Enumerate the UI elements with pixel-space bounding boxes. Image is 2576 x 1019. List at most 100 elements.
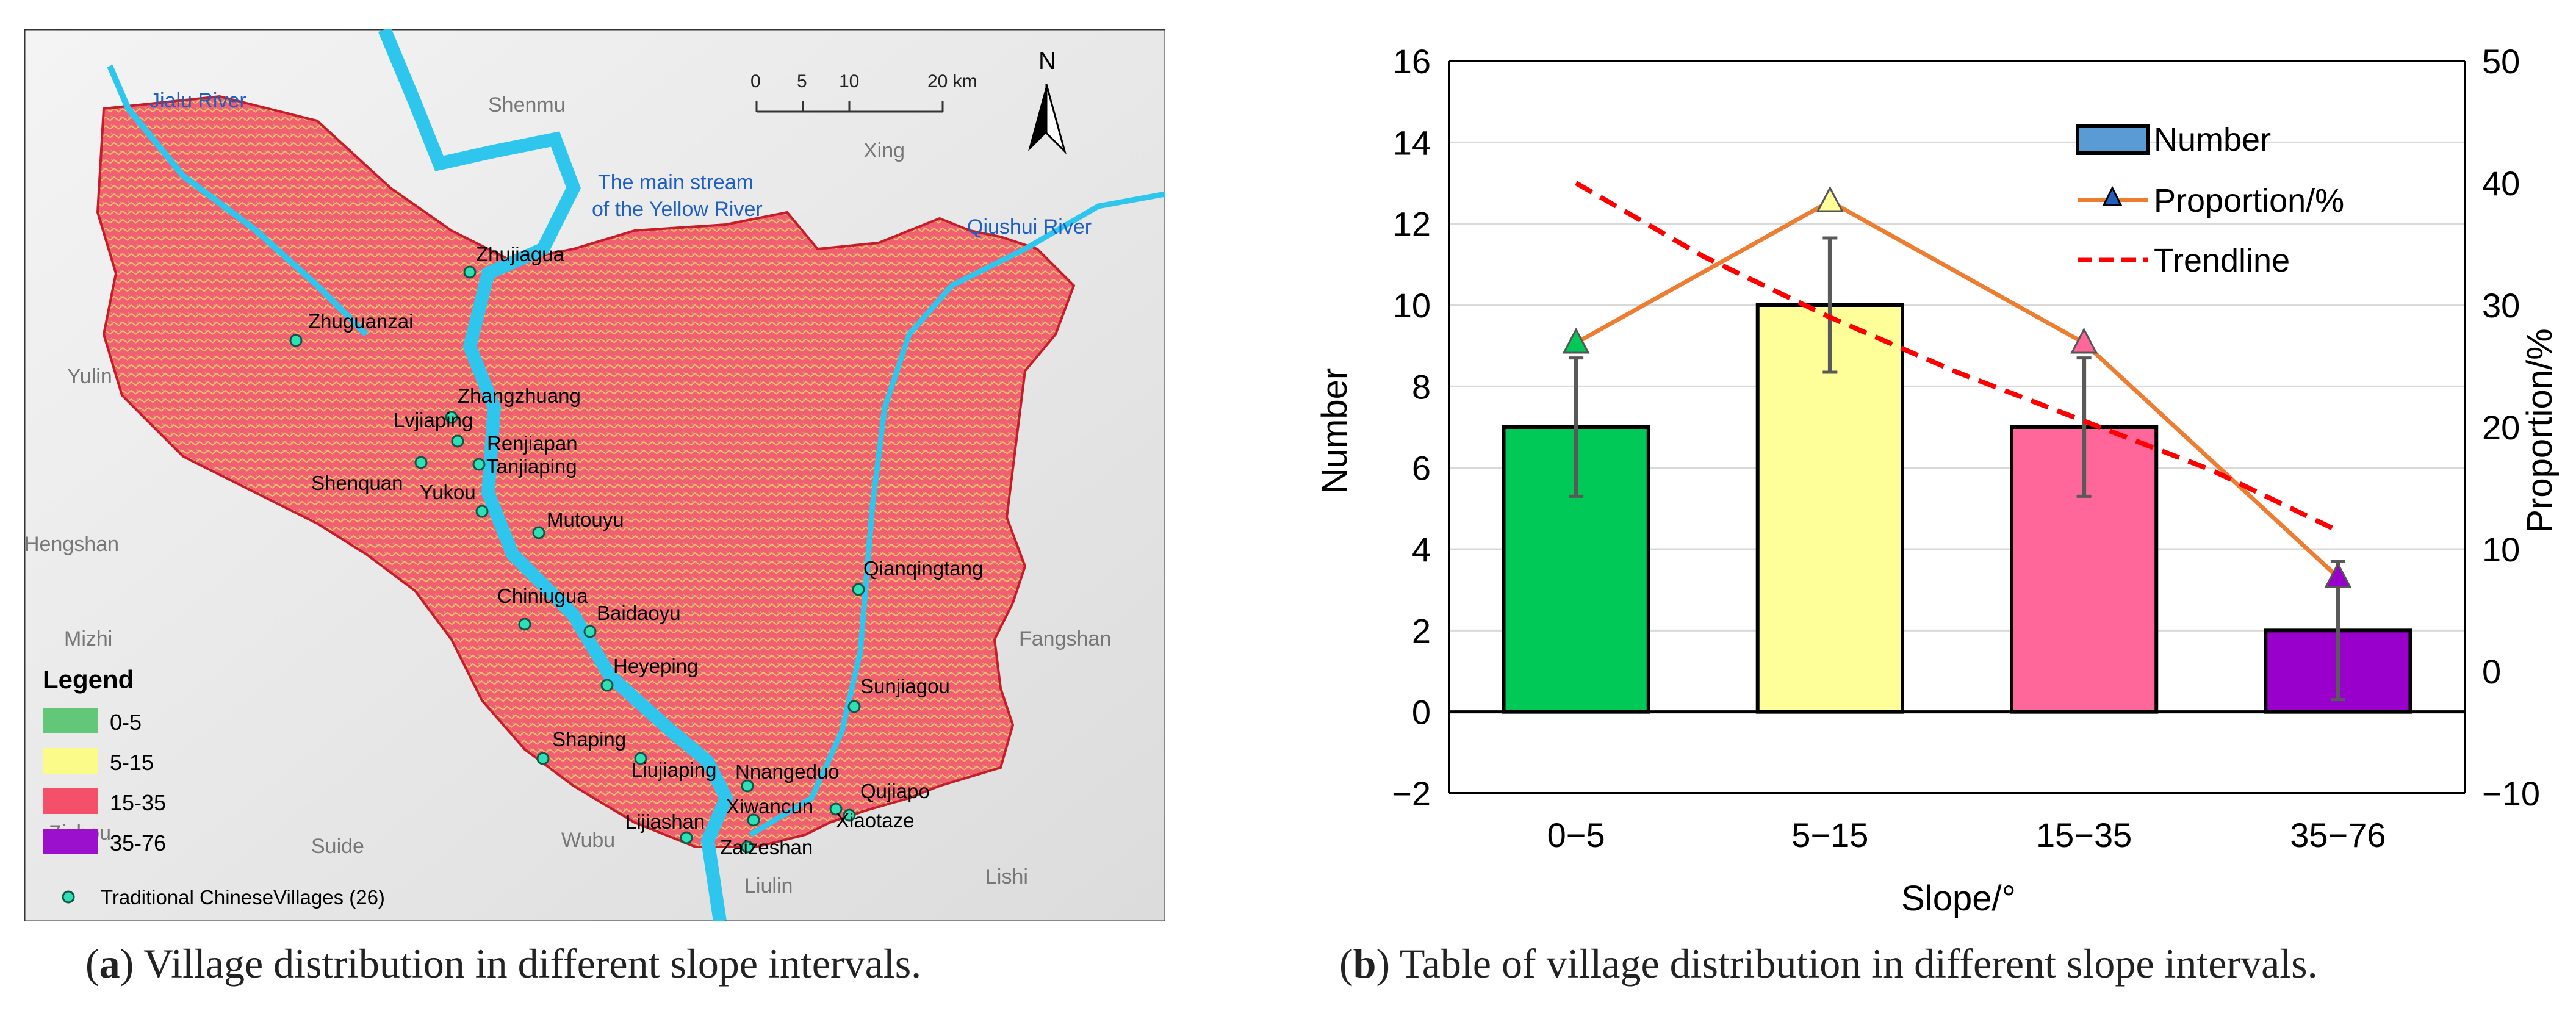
region-label: Suide — [311, 835, 364, 858]
y2-tick-label: 50 — [2482, 42, 2520, 81]
region-label: Lishi — [985, 865, 1028, 888]
y-tick-label: 16 — [1393, 42, 1431, 81]
region-label: Mizhi — [64, 627, 112, 650]
legend-proportion-label: Proportion/% — [2154, 182, 2344, 219]
svg-text:20 km: 20 km — [927, 71, 977, 92]
y2-axis-title: Proportion/% — [2520, 328, 2560, 533]
region-label: Xing — [863, 139, 905, 162]
map-legend: Legend 0-5 5-15 15-35 35-76 Traditional Chi… — [43, 665, 385, 909]
legend-number-label: Number — [2154, 121, 2271, 158]
village-label: Tanjiaping — [486, 455, 577, 478]
slope-bar-chart: −2 0 2 4 6 8 10 12 14 16 −10 0 10 20 30 40 50 0−5 5−15 15−3… — [1315, 42, 2560, 918]
village-label: Renjiapan — [487, 432, 578, 455]
x-tick-label: 0−5 — [1547, 816, 1605, 854]
y-tick-label: 6 — [1412, 449, 1431, 488]
svg-text:5: 5 — [797, 71, 807, 92]
village-label: Shenquan — [311, 472, 403, 494]
village-label: Lijiashan — [625, 810, 705, 833]
village-points — [289, 265, 865, 854]
study-area-polygon — [96, 95, 1076, 848]
legend-triangle-icon — [2102, 185, 2123, 206]
trendline-series — [1575, 181, 2339, 533]
region-label: Shenmu — [488, 93, 566, 117]
region-label: Liulin — [744, 874, 793, 898]
legend-item-label: 0-5 — [110, 710, 142, 735]
legend-swatch — [43, 829, 98, 854]
village-label: Heyeping — [613, 655, 698, 677]
caption-b: (b) Table of village distribution in dif… — [1339, 940, 2318, 987]
y-tick-label: 14 — [1393, 123, 1431, 162]
yellow-river — [378, 29, 734, 921]
y2-tick-label: 40 — [2482, 164, 2520, 203]
legend-swatch — [43, 748, 98, 774]
y-tick-label: 2 — [1412, 611, 1431, 650]
legend-swatch — [43, 788, 98, 814]
y2-tick-label: 0 — [2482, 652, 2501, 691]
x-tick-label: 15−35 — [2036, 816, 2132, 854]
y-axis-title: Number — [1315, 368, 1355, 494]
y-tick-label: 4 — [1412, 530, 1431, 569]
scale-bar: 0 5 10 20 km — [750, 71, 977, 113]
proportion-line — [1575, 198, 2340, 579]
village-label: Sunjiagou — [860, 675, 950, 697]
region-label: Wubu — [561, 829, 615, 852]
village-label: Liujiaping — [631, 758, 716, 781]
qiushui-river-label: Qiushui River — [967, 215, 1092, 239]
region-label: Yulin — [67, 365, 112, 388]
village-label: Nnangeduo — [735, 760, 840, 783]
qiushui-river — [749, 191, 1165, 837]
village-label: Yukou — [420, 481, 476, 503]
bars — [1502, 303, 2412, 714]
y-tick-label: −2 — [1392, 774, 1431, 813]
svg-text:0: 0 — [750, 71, 761, 92]
region-label: Fangshan — [1019, 627, 1111, 650]
y-tick-label: 0 — [1412, 693, 1431, 732]
svg-text:N: N — [1038, 48, 1056, 74]
village-label: Qianqingtang — [863, 557, 983, 580]
axes — [1448, 60, 2466, 794]
village-label: Xiwancun — [726, 795, 813, 818]
north-arrow-icon: N — [1028, 48, 1067, 155]
chart-legend: Number Proportion/% Trendline — [2076, 121, 2344, 279]
village-labels: Zhujiagua Zhuguanzai Zhangzhuang Lvjiapi… — [308, 243, 983, 859]
x-tick-label: 5−15 — [1791, 816, 1868, 854]
village-label: Shaping — [552, 728, 626, 751]
legend-village-label: Traditional ChineseVillages (26) — [101, 886, 385, 909]
legend-item-label: 5-15 — [110, 750, 154, 775]
legend-swatch — [43, 708, 98, 733]
caption-a: (a) Village distribution in different sl… — [85, 940, 922, 987]
x-tick-label: 35−76 — [2290, 816, 2386, 854]
proportion-marker — [1816, 185, 1844, 212]
y2-tick-label: 10 — [2482, 530, 2520, 569]
village-label: Zhujiagua — [476, 243, 565, 265]
legend-title: Legend — [43, 665, 134, 694]
tick-labels: −2 0 2 4 6 8 10 12 14 16 −10 0 10 20 30 40 50 0−5 5−15 15−3… — [1392, 42, 2540, 854]
y2-tick-label: 20 — [2482, 408, 2520, 447]
village-label: Zaizeshan — [720, 836, 813, 859]
jialu-river-label: Jialu River — [149, 89, 246, 112]
proportion-marker — [2324, 561, 2352, 588]
y-tick-label: 8 — [1412, 367, 1431, 406]
legend-number-swatch — [2076, 124, 2150, 155]
village-label: Zhangzhuang — [458, 384, 581, 407]
village-label: Mutouyu — [547, 508, 624, 531]
region-label: Hengshan — [24, 533, 119, 556]
x-axis-title: Slope/° — [1901, 879, 2016, 918]
y-tick-label: 12 — [1393, 205, 1431, 243]
y2-tick-label: 30 — [2482, 286, 2520, 325]
proportion-marker — [2070, 327, 2098, 354]
proportion-marker — [1562, 327, 1590, 354]
jialu-river — [107, 65, 369, 337]
legend-item-label: 35-76 — [110, 830, 166, 855]
village-label: Baidaoyu — [597, 602, 681, 624]
error-bars — [1569, 236, 2345, 702]
village-label: Chiniugua — [497, 585, 588, 607]
trendline — [1575, 181, 2339, 533]
village-label: Qujiapo — [860, 780, 930, 802]
village-label: Xiaotaze — [836, 809, 914, 832]
yellow-river-label-2: of the Yellow River — [592, 198, 763, 221]
legend-trendline-label: Trendline — [2154, 242, 2290, 279]
y-tick-label: 10 — [1393, 286, 1431, 325]
y2-tick-label: −10 — [2482, 774, 2540, 813]
yellow-river-label-1: The main stream — [598, 171, 754, 194]
